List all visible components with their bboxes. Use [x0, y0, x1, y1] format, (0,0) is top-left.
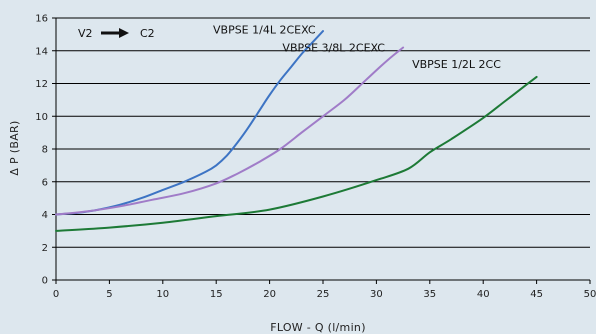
y-tick-label: 12 [35, 79, 48, 90]
x-tick-label: 45 [530, 289, 543, 300]
x-tick-label: 10 [156, 289, 169, 300]
y-tick-label: 0 [42, 276, 48, 287]
flow-from-label: V2 [78, 27, 93, 40]
series-lines [55, 30, 538, 232]
x-tick-label: 5 [106, 289, 112, 300]
y-tick-label: 8 [42, 145, 48, 156]
series-label-1: VBPSE 1/4L 2CEXC [213, 23, 316, 36]
y-axis-ticks: 0 2 4 6 8 10 12 14 16 [35, 14, 56, 287]
y-tick-label: 16 [35, 14, 48, 25]
y-tick-label: 10 [35, 112, 48, 123]
y-tick-label: 6 [42, 177, 48, 188]
flow-to-label: C2 [140, 27, 155, 40]
y-tick-label: 2 [42, 243, 48, 254]
x-tick-label: 40 [477, 289, 490, 300]
x-tick-label: 20 [263, 289, 276, 300]
series-label-2: VBPSE 3/8L 2CEXC [282, 41, 385, 54]
flow-direction-annotation: V2 C2 [78, 27, 155, 40]
y-axis-title: Δ P (BAR) [8, 120, 21, 175]
series-labels: VBPSE 1/4L 2CEXC VBPSE 3/8L 2CEXC VBPSE 1/… [213, 23, 501, 70]
right-arrow-icon [101, 28, 129, 38]
y-tick-label: 4 [42, 210, 48, 221]
x-axis-ticks: 0 5 10 15 20 25 30 35 40 45 50 [53, 280, 596, 300]
x-tick-label: 25 [317, 289, 330, 300]
x-tick-label: 35 [423, 289, 436, 300]
x-tick-label: 15 [210, 289, 223, 300]
x-tick-label: 0 [53, 289, 59, 300]
x-tick-label: 50 [584, 289, 596, 300]
series-line-3 [55, 75, 538, 232]
series-line-2 [55, 46, 405, 216]
y-tick-label: 14 [35, 46, 48, 57]
x-tick-label: 30 [370, 289, 383, 300]
series-label-3: VBPSE 1/2L 2CC [412, 58, 501, 71]
x-axis-title: FLOW - Q (l/min) [270, 321, 366, 334]
series-line-1 [55, 30, 324, 216]
